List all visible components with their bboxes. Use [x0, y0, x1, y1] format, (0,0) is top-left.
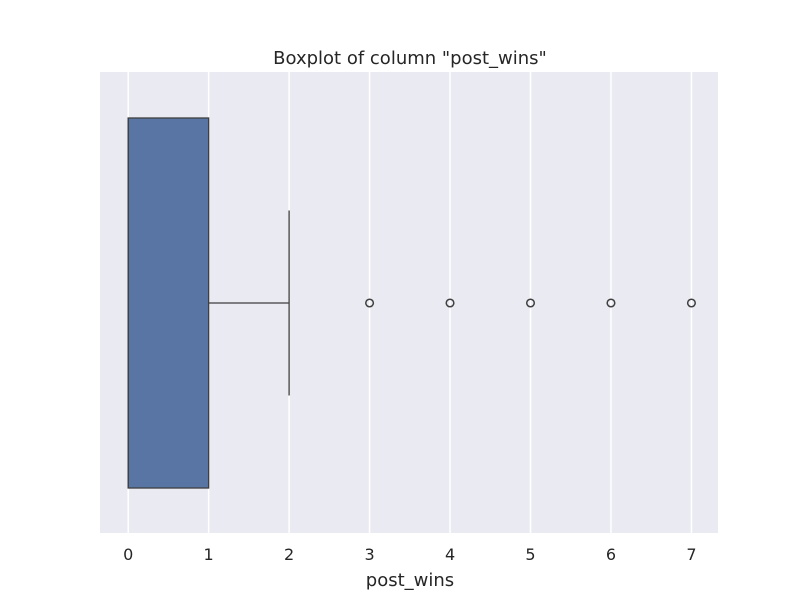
- x-tick-labels: 0 1 2 3 4 5 6 7: [123, 545, 696, 564]
- x-tick-label-2: 2: [284, 545, 294, 564]
- outlier-point-3: [365, 298, 375, 308]
- outlier-point-4: [445, 298, 455, 308]
- outlier-point-7: [686, 298, 696, 308]
- x-tick-label-6: 6: [606, 545, 616, 564]
- box-group: [127, 117, 696, 489]
- box: [127, 117, 210, 489]
- x-tick-label-3: 3: [364, 545, 374, 564]
- x-tick-label-4: 4: [445, 545, 455, 564]
- outlier-point-6: [606, 298, 616, 308]
- x-tick-label-0: 0: [123, 545, 133, 564]
- x-tick-label-1: 1: [204, 545, 214, 564]
- x-tick-label-7: 7: [686, 545, 696, 564]
- x-axis-label: post_wins: [366, 570, 454, 591]
- outlier-point-5: [525, 298, 536, 308]
- x-tick-label-5: 5: [525, 545, 535, 564]
- chart-title: Boxplot of column "post_wins": [273, 48, 547, 69]
